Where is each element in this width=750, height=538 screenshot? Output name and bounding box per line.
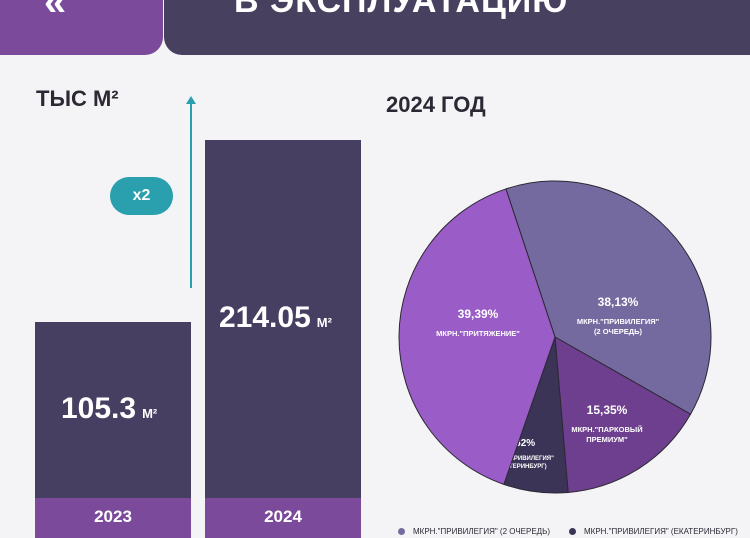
pie-slice-name-label: МКРН."ПРИВИЛЕГИЯ": [488, 456, 554, 462]
pie-slice-percent-label: 6,62%: [507, 438, 535, 449]
bar-2023: [35, 322, 191, 498]
pie-slice: [505, 180, 712, 415]
pie-slice-name-label: ПРЕМИУМ": [586, 435, 628, 444]
pie-title: 2024 ГОД: [386, 92, 486, 117]
legend-label: МКРН."ПРИВИЛЕГИЯ" (ЕКАТЕРИНБУРГ): [584, 527, 738, 536]
bar-category-label: 2023: [35, 498, 191, 538]
legend-item: МКРН."ПРИВИЛЕГИЯ" (2 ОЧЕРЕДЬ): [398, 527, 550, 536]
pie-slice: [554, 336, 692, 493]
bar-value-label: 105.3 М²: [61, 392, 158, 426]
bar-category-label: 2024: [205, 498, 361, 538]
growth-arrow-line: [190, 102, 192, 288]
bar-value-label: 214.05 М²: [219, 301, 332, 335]
growth-badge: x2: [110, 177, 173, 215]
pie-slice-percent-label: 39,39%: [458, 307, 499, 321]
header-left-panel: «: [0, 0, 163, 55]
unit-label: ТЫС М²: [36, 86, 119, 111]
pie-slice-name-label: (ЕКАТЕРИНБУРГ): [495, 464, 546, 470]
header-title-panel: В ЭКСПЛУАТАЦИЮ: [164, 0, 750, 55]
legend-item: МКРН."ПРИВИЛЕГИЯ" (ЕКАТЕРИНБУРГ): [569, 527, 738, 536]
bar-2024: [205, 140, 361, 498]
legend-dot-icon: [398, 528, 405, 536]
page-title: В ЭКСПЛУАТАЦИЮ: [234, 0, 569, 20]
pie-slice-percent-label: 15,35%: [587, 403, 628, 417]
pie-slice: [398, 188, 556, 486]
pie-slice-name-label: МКРН."ПРИВИЛЕГИЯ": [577, 317, 660, 326]
legend-label: МКРН."ПРИВИЛЕГИЯ" (2 ОЧЕРЕДЬ): [413, 527, 550, 536]
legend-dot-icon: [569, 528, 576, 536]
pie-slice-name-label: МКРН."ПАРКОВЫЙ: [571, 425, 642, 434]
pie-slice-name-label: МКРН."ПРИТЯЖЕНИЕ": [436, 329, 520, 338]
header-left-text: «: [44, 0, 67, 24]
pie-slice-percent-label: 38,13%: [598, 295, 639, 309]
growth-arrow-head-icon: [186, 96, 196, 104]
pie-slice-name-label: (2 ОЧЕРЕДЬ): [594, 327, 643, 336]
